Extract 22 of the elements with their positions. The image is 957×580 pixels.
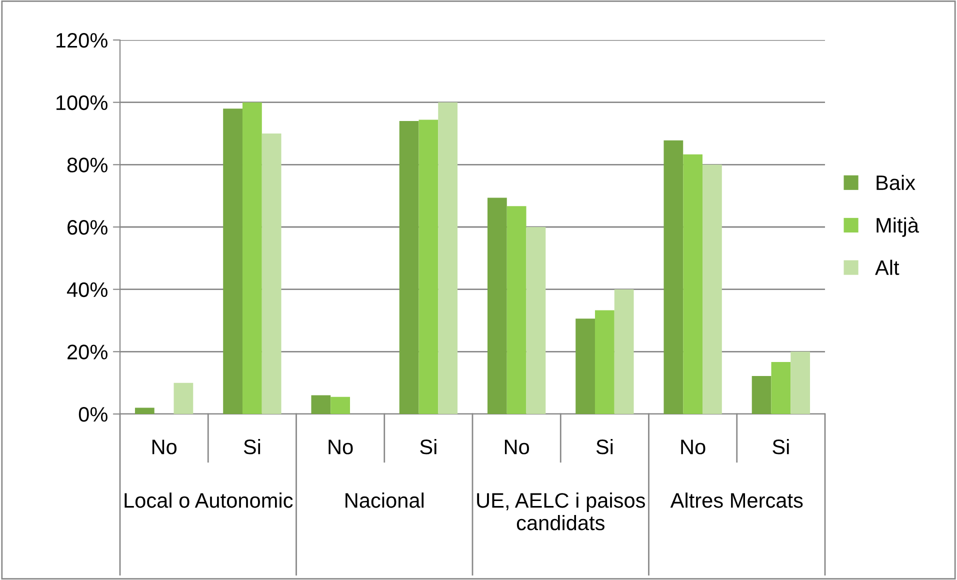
y-tick-label: 0% xyxy=(78,407,108,422)
x-tick-label: Si xyxy=(596,439,613,454)
legend-label: Baix xyxy=(876,174,916,190)
y-tick-label: 80% xyxy=(67,158,108,172)
legend-label: Mitjà xyxy=(876,217,919,237)
x-tick-label: No xyxy=(681,440,706,454)
y-tick-label: 20% xyxy=(68,344,108,360)
y-tick-label: 100% xyxy=(56,95,108,110)
text: Altres Mercats xyxy=(670,492,803,508)
text: UE, AELC i paisos candidats xyxy=(477,492,645,530)
x-tick-label: No xyxy=(328,440,353,454)
x-tick-label: Si xyxy=(420,439,436,454)
text: Local o Autonomic xyxy=(124,492,293,508)
y-tick-label: 120% xyxy=(56,33,108,48)
x-tick-label: No xyxy=(504,440,530,454)
y-tick-label: 60% xyxy=(68,220,108,235)
x-tick-label: Si xyxy=(772,439,789,454)
x-tick-label: No xyxy=(152,440,177,454)
legend-label: Alt xyxy=(875,260,900,276)
x-tick-label: Si xyxy=(244,439,260,454)
y-tick-label: 40% xyxy=(66,282,108,298)
text: Nacional xyxy=(346,492,424,508)
